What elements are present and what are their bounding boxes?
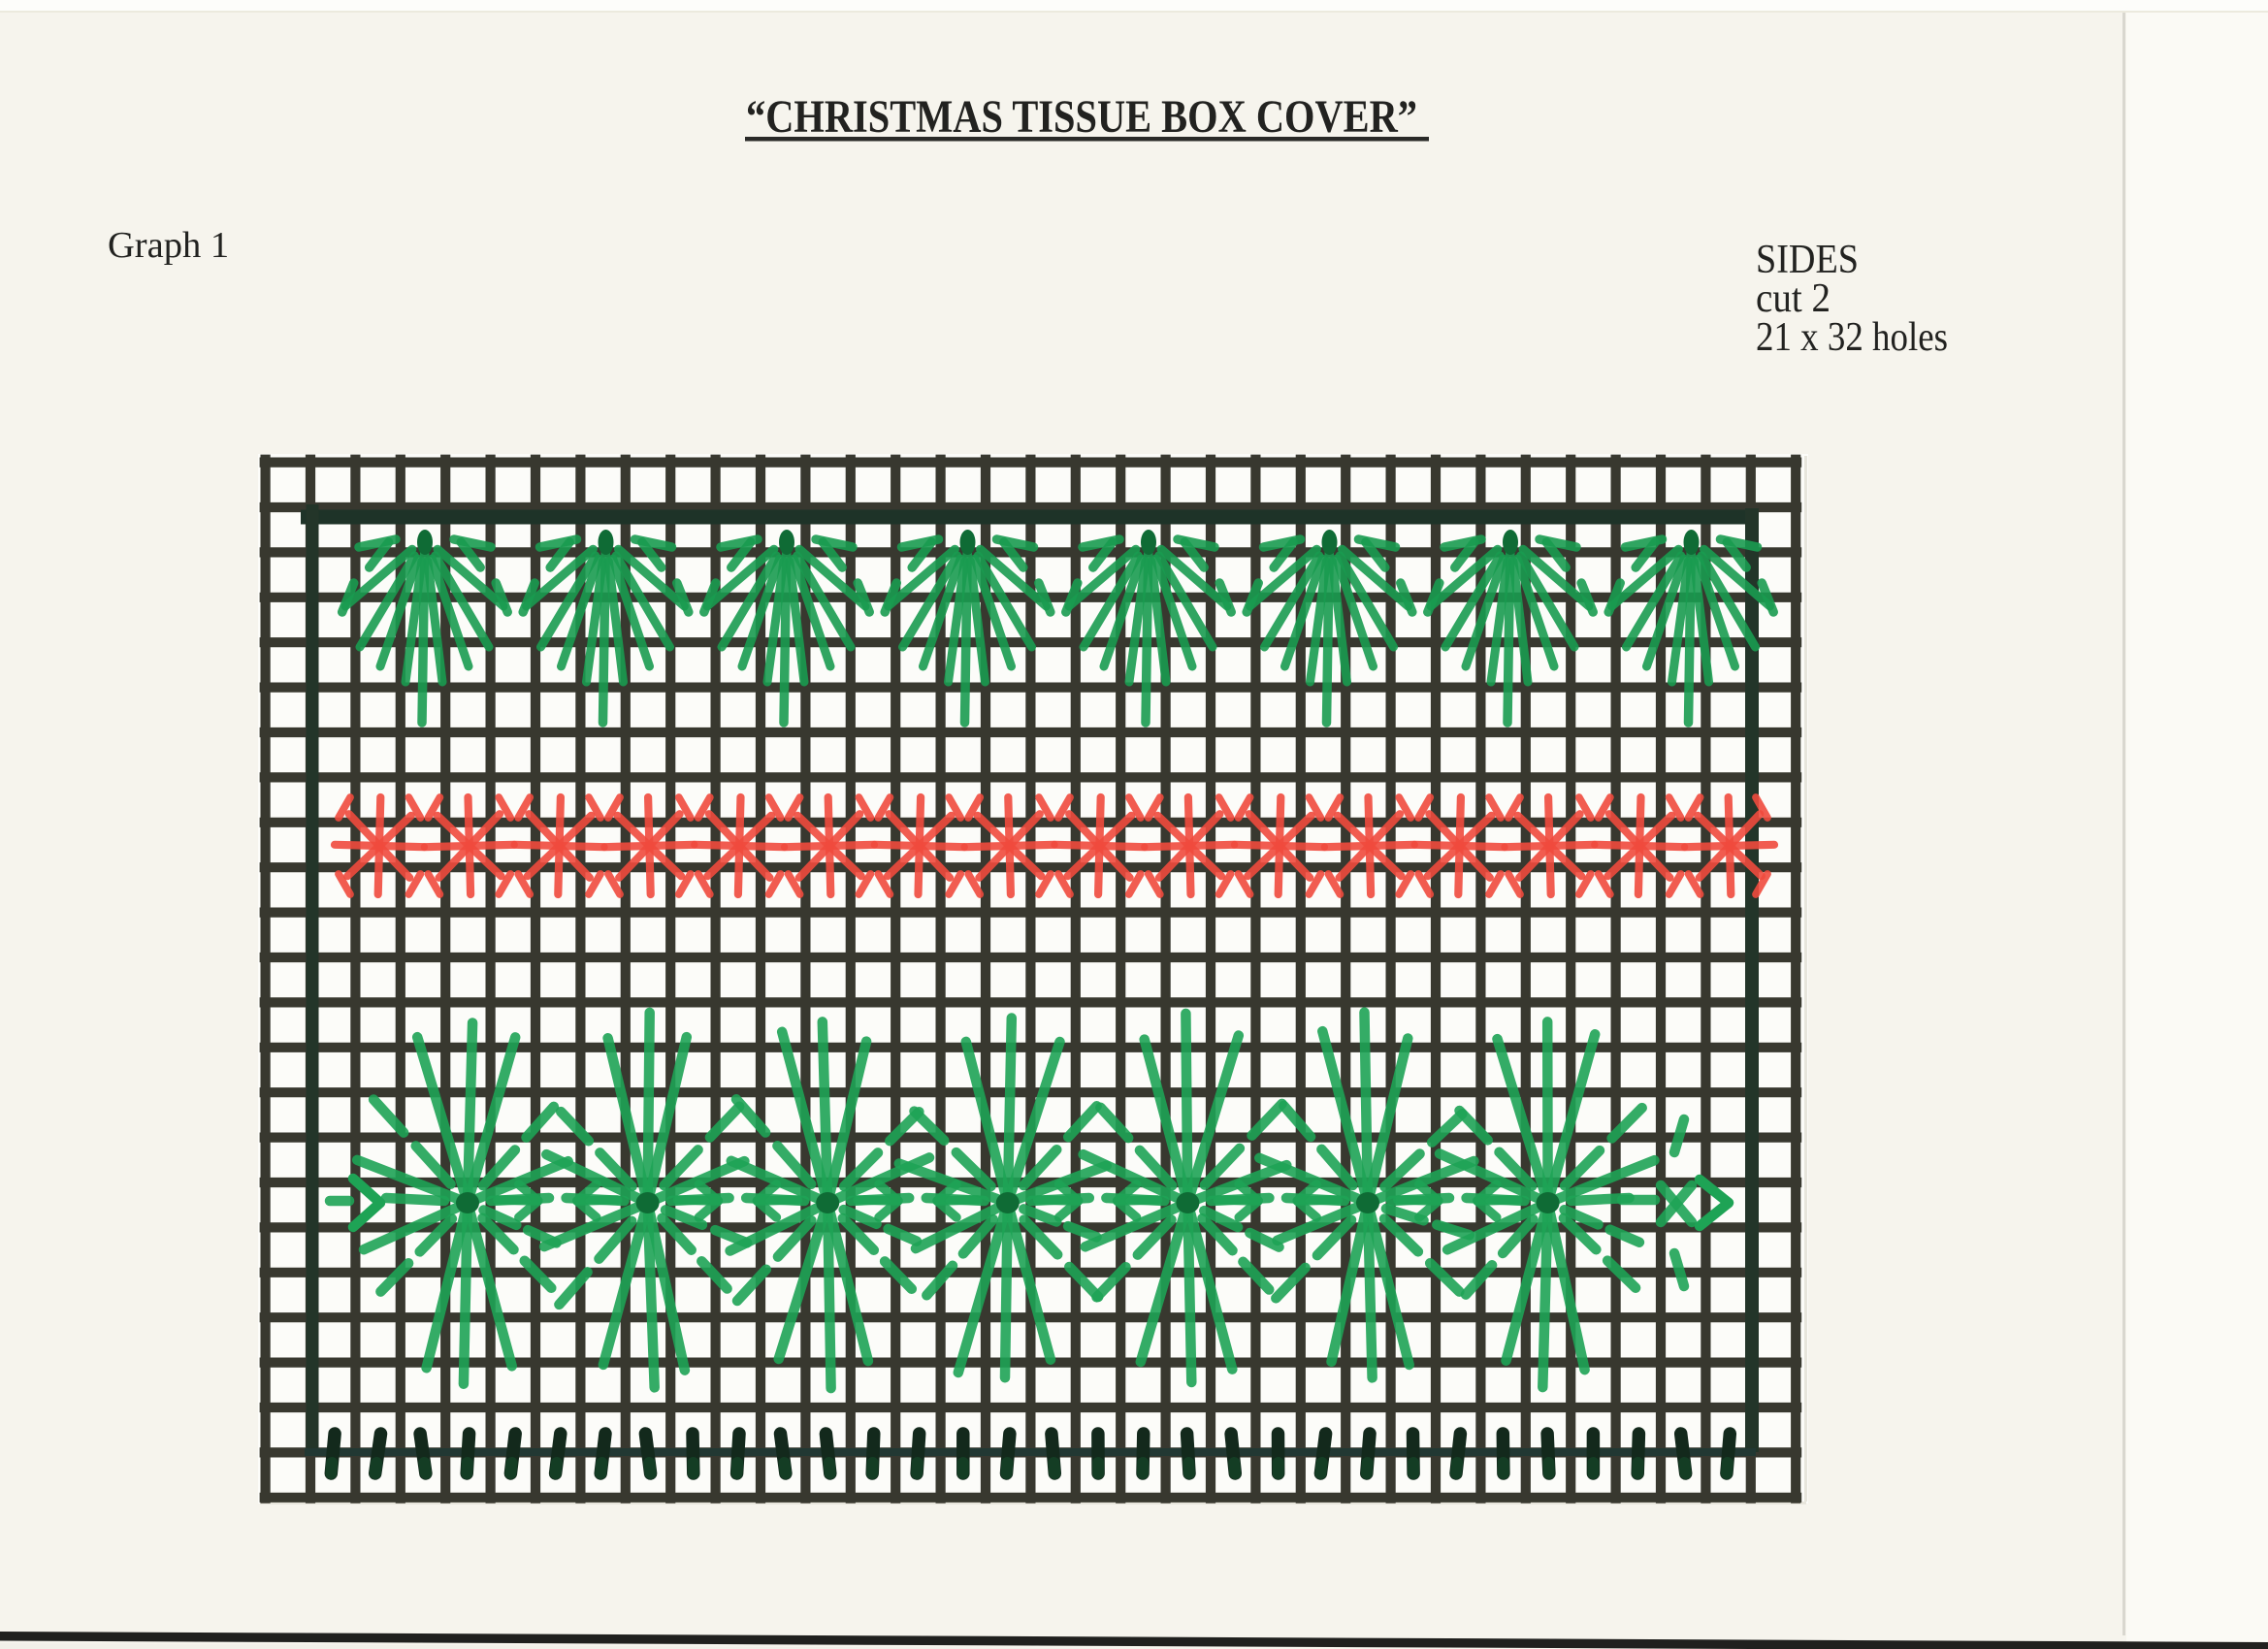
svg-text:cut 2: cut 2	[1756, 276, 1831, 321]
svg-text:“CHRISTMAS TISSUE BOX COVER”: “CHRISTMAS TISSUE BOX COVER”	[746, 91, 1417, 143]
svg-text:21 x 32 holes: 21 x 32 holes	[1756, 315, 1948, 360]
svg-text:SIDES: SIDES	[1756, 238, 1859, 282]
svg-text:Graph 1: Graph 1	[108, 225, 229, 266]
